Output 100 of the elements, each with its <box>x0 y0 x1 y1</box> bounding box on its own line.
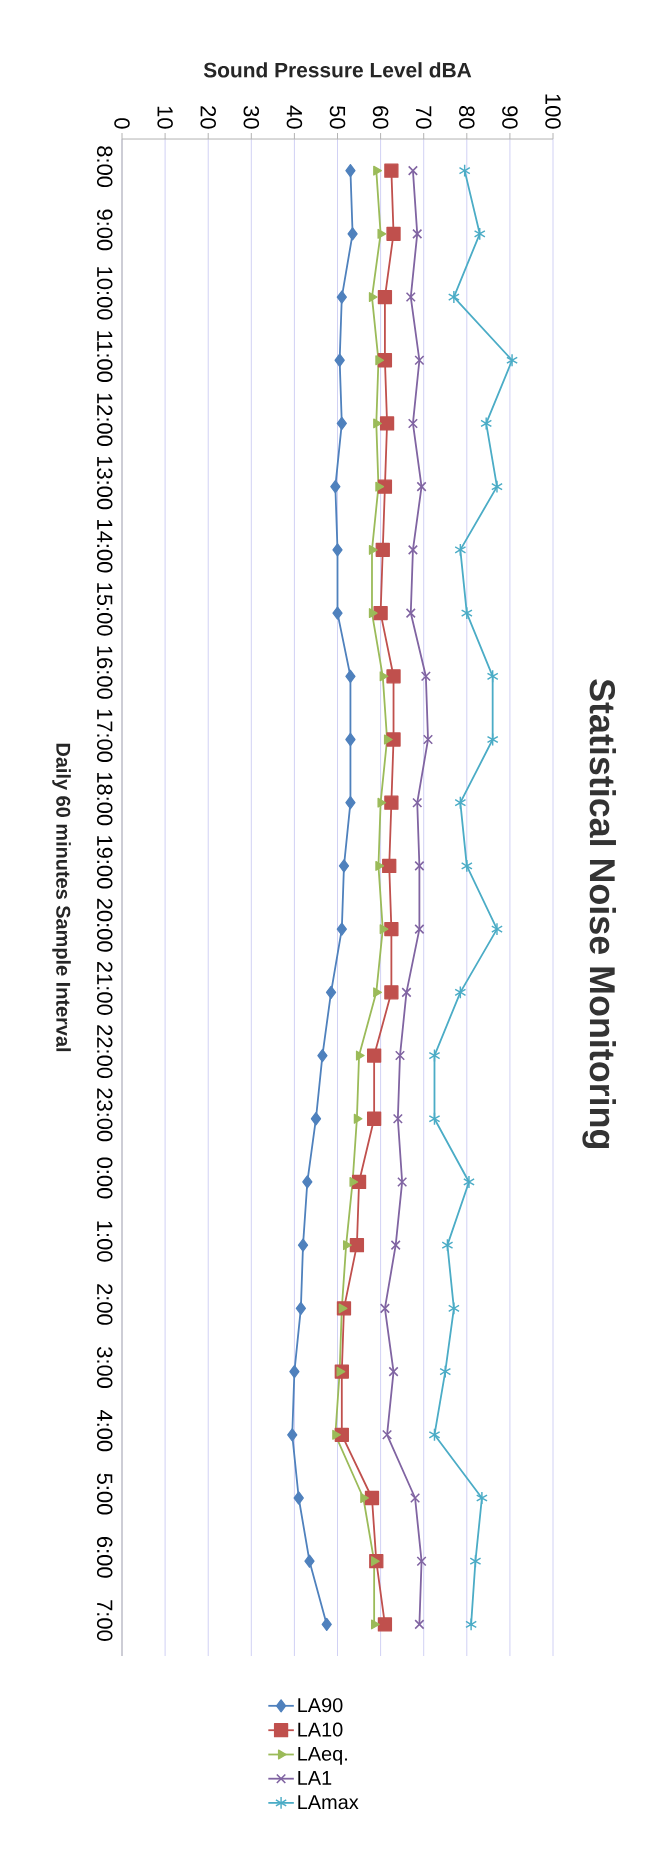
point <box>368 292 378 303</box>
point <box>375 542 390 558</box>
y-tick-label: 9:00 <box>96 209 113 251</box>
x-tick-label: 60 <box>372 106 389 129</box>
y-tick-label: 6:00 <box>96 1536 113 1578</box>
point <box>310 1112 322 1126</box>
point <box>355 1050 365 1061</box>
point <box>297 1238 309 1252</box>
point <box>412 797 423 808</box>
point <box>379 924 389 935</box>
point <box>368 608 378 619</box>
point <box>454 543 466 556</box>
point <box>480 417 492 430</box>
point <box>293 1491 304 1505</box>
point <box>345 796 356 810</box>
y-tick-label: 13:00 <box>96 456 113 510</box>
point <box>345 163 356 178</box>
y-tick-label: 1:00 <box>96 1221 113 1262</box>
point <box>375 355 385 366</box>
point <box>377 289 393 305</box>
point <box>321 1617 332 1632</box>
point <box>377 797 387 808</box>
point <box>330 480 341 494</box>
point <box>491 480 503 493</box>
point <box>375 860 385 871</box>
point <box>347 227 358 241</box>
point <box>454 986 466 999</box>
y-axis-title: Daily 60 minutes Sample Interval <box>52 743 71 1052</box>
y-tick-label: 5:00 <box>96 1473 113 1515</box>
point <box>384 985 399 1000</box>
point <box>338 859 350 873</box>
point <box>448 1302 460 1315</box>
y-tick-label: 21:00 <box>96 962 113 1015</box>
x-tick-label: 80 <box>459 106 475 129</box>
point <box>441 1239 453 1252</box>
point <box>416 481 427 492</box>
point <box>289 1364 300 1379</box>
point <box>448 291 460 303</box>
y-tick-label: 2:00 <box>96 1284 113 1325</box>
point <box>325 985 337 999</box>
point <box>461 607 473 620</box>
point <box>383 734 393 745</box>
y-tick-label: 8:00 <box>96 146 113 188</box>
point <box>336 922 347 936</box>
point <box>384 921 399 937</box>
point <box>373 165 382 176</box>
x-tick-label: 10 <box>157 106 173 129</box>
y-tick-label: 17:00 <box>96 709 113 763</box>
point <box>366 1048 382 1063</box>
point <box>465 1618 477 1631</box>
y-tick-label: 10:00 <box>96 267 113 320</box>
point <box>506 354 518 367</box>
point <box>408 545 418 555</box>
point <box>461 859 473 872</box>
legend-label: LAeq. <box>298 1746 347 1765</box>
legend-label: LA90 <box>298 1698 343 1713</box>
y-tick-label: 4:00 <box>96 1409 113 1452</box>
point <box>384 163 399 178</box>
point <box>349 1238 365 1253</box>
point <box>338 1303 348 1314</box>
point <box>382 858 397 874</box>
point <box>332 1429 341 1440</box>
y-tick-label: 18:00 <box>96 772 113 826</box>
point <box>386 226 401 241</box>
point <box>336 290 347 304</box>
point <box>386 669 401 684</box>
y-tick-label: 11:00 <box>96 331 113 382</box>
point <box>373 418 382 429</box>
point <box>334 353 345 367</box>
point <box>439 1365 451 1378</box>
x-tick-label: 100 <box>545 94 561 129</box>
point <box>463 1176 475 1188</box>
point <box>370 1619 380 1630</box>
y-tick-label: 19:00 <box>96 836 113 889</box>
y-tick-label: 15:00 <box>96 583 113 636</box>
point <box>377 1617 393 1632</box>
point <box>384 795 399 810</box>
x-tick-label: 0 <box>114 118 130 129</box>
point <box>360 1493 370 1503</box>
x-axis-title: Sound Pressure Level dBA <box>203 62 472 78</box>
point <box>287 1428 298 1442</box>
point <box>428 1049 440 1062</box>
x-tick-label: 20 <box>200 106 216 129</box>
legend-label: LA1 <box>298 1771 332 1785</box>
point <box>349 1176 359 1187</box>
point <box>373 605 388 621</box>
point <box>474 227 486 240</box>
x-tick-label: 40 <box>286 105 303 129</box>
point <box>388 1366 399 1377</box>
point <box>454 796 466 809</box>
point <box>379 416 395 431</box>
point <box>332 543 343 557</box>
y-tick-label: 12:00 <box>96 393 113 447</box>
point <box>487 733 499 746</box>
point <box>412 229 423 239</box>
point <box>342 1240 352 1251</box>
y-tick-label: 3:00 <box>96 1347 113 1389</box>
text: Statistical Noise Monitoring <box>582 679 616 1149</box>
y-tick-label: 22:00 <box>96 1025 113 1079</box>
point <box>459 164 471 177</box>
